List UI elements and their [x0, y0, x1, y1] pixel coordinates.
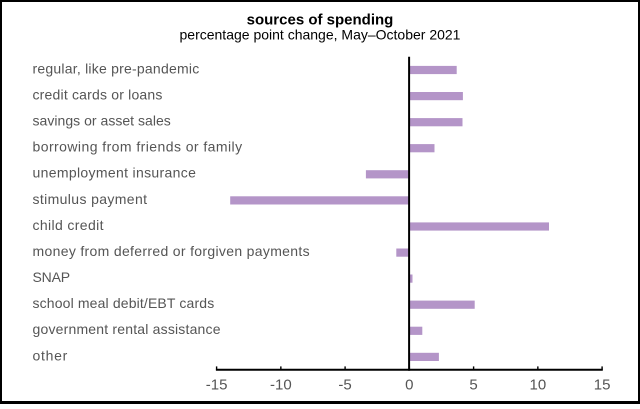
svg-text:child credit: child credit [33, 217, 104, 233]
svg-text:-5: -5 [338, 377, 351, 394]
svg-text:regular, like pre-pandemic: regular, like pre-pandemic [33, 60, 200, 76]
svg-text:other: other [33, 347, 68, 363]
svg-text:government rental assistance: government rental assistance [33, 321, 221, 337]
svg-text:SNAP: SNAP [33, 269, 71, 285]
svg-text:5: 5 [469, 377, 477, 394]
svg-text:percentage point change, May–O: percentage point change, May–October 202… [180, 27, 461, 43]
svg-text:savings or asset sales: savings or asset sales [33, 113, 171, 129]
svg-text:unemployment insurance: unemployment insurance [33, 165, 197, 181]
svg-text:0: 0 [405, 377, 413, 394]
svg-text:-10: -10 [270, 377, 292, 394]
svg-text:credit cards or loans: credit cards or loans [33, 87, 163, 103]
svg-text:stimulus payment: stimulus payment [33, 191, 148, 207]
svg-text:15: 15 [594, 377, 611, 394]
svg-text:money from deferred or forgive: money from deferred or forgiven payments [33, 243, 310, 259]
svg-text:10: 10 [530, 377, 547, 394]
svg-text:school meal debit/EBT cards: school meal debit/EBT cards [33, 295, 215, 311]
svg-text:borrowing from friends or fami: borrowing from friends or family [33, 139, 243, 155]
svg-text:sources of spending: sources of spending [247, 12, 394, 29]
svg-text:-15: -15 [206, 377, 228, 394]
